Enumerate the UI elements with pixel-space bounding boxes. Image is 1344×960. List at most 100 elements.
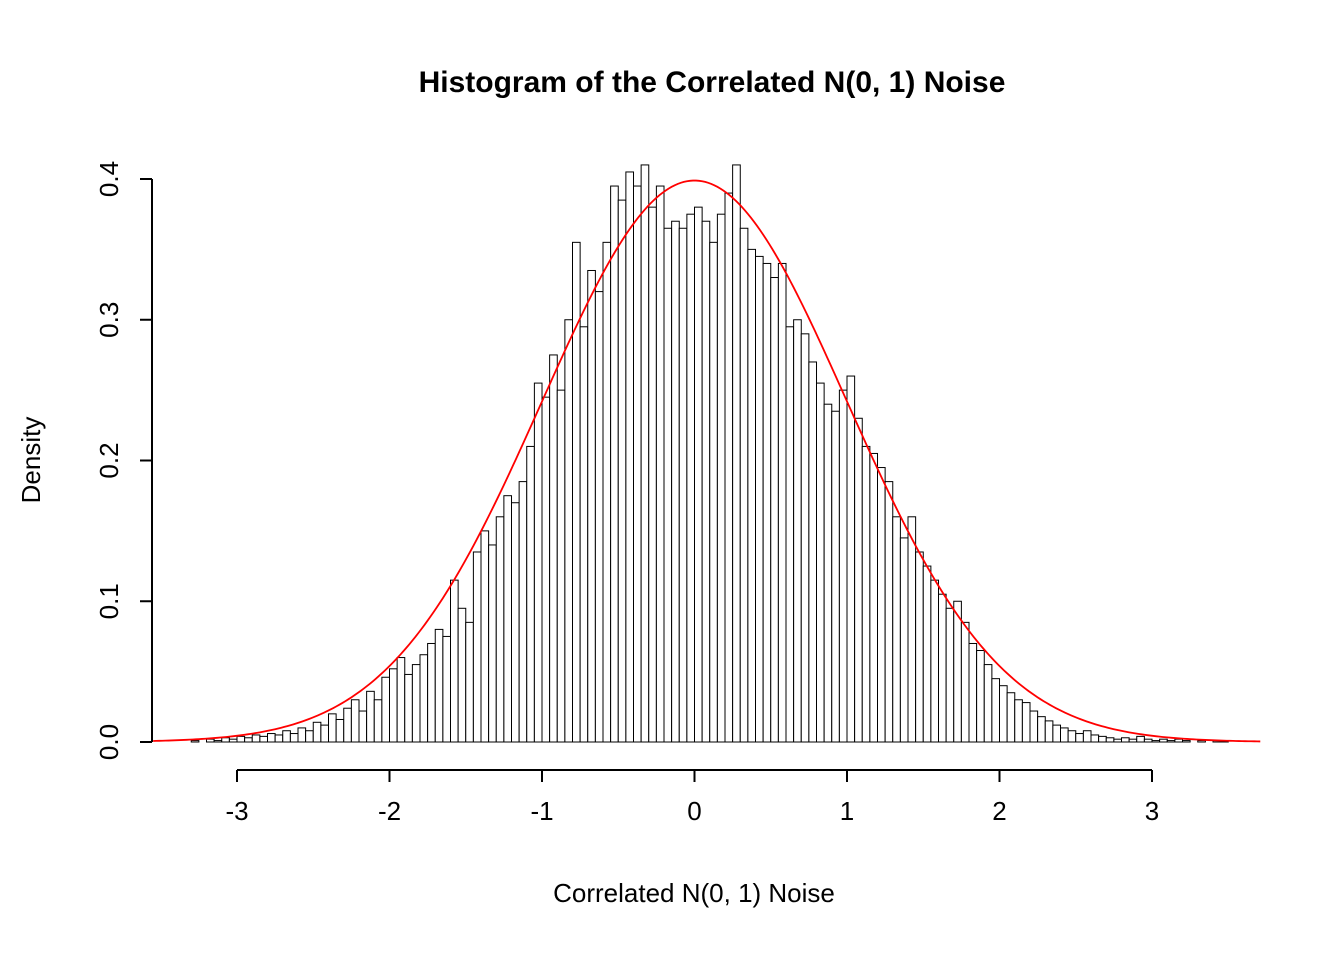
histogram-bar: [488, 544, 497, 743]
histogram-bar: [282, 730, 291, 743]
histogram-bar: [777, 262, 787, 743]
histogram-bar: [556, 389, 566, 743]
histogram-bar: [1090, 734, 1100, 743]
histogram-bar: [838, 389, 848, 743]
histogram-bar: [983, 664, 993, 743]
histogram-bar: [1098, 735, 1107, 743]
histogram-bar: [274, 734, 284, 743]
histogram-bar: [1029, 710, 1039, 743]
histogram-bar: [930, 579, 940, 743]
histogram-bar: [938, 593, 947, 743]
histogram-bar: [732, 164, 741, 743]
histogram-bars: [190, 164, 1229, 743]
histogram-bar: [335, 718, 345, 743]
histogram-bar: [1182, 740, 1191, 743]
histogram-bar: [915, 551, 924, 743]
histogram-bar: [251, 734, 261, 743]
histogram-bar: [305, 730, 314, 743]
histogram-bar: [846, 375, 856, 743]
histogram-bar: [381, 676, 391, 743]
histogram-bar: [869, 452, 879, 743]
histogram-bar: [960, 621, 970, 743]
histogram-bar: [594, 291, 604, 743]
y-axis: 0.0 0.1 0.2 0.3 0.4: [94, 161, 153, 760]
histogram-bar: [1105, 737, 1115, 743]
histogram-bar: [610, 185, 619, 743]
histogram-bar: [389, 668, 398, 743]
histogram-bar: [228, 738, 238, 743]
histogram-bar: [427, 642, 436, 743]
histogram-bar: [625, 171, 635, 743]
histogram-bar: [1082, 730, 1092, 743]
histogram-bar: [694, 206, 703, 743]
x-tick-label: -1: [530, 796, 553, 826]
histogram-bar: [366, 690, 375, 743]
histogram-bar: [976, 650, 985, 743]
histogram-bar: [808, 361, 818, 743]
histogram-bar: [877, 467, 886, 743]
histogram-bar: [884, 481, 894, 743]
histogram-bar: [709, 241, 718, 743]
histogram-bar: [511, 502, 520, 743]
histogram-bar: [1136, 735, 1145, 743]
histogram-bar: [861, 445, 871, 743]
histogram-bar: [899, 537, 909, 743]
histogram-bar: [259, 735, 269, 743]
histogram-bar: [457, 607, 467, 743]
histogram-bar: [267, 733, 276, 743]
histogram-bar: [633, 185, 642, 743]
histogram-bar: [221, 737, 230, 743]
y-tick-label: 0.1: [94, 583, 124, 619]
histogram-bar: [800, 333, 810, 743]
histogram-bar: [1075, 733, 1084, 743]
histogram-bar: [587, 269, 596, 743]
histogram-bar: [206, 738, 215, 743]
histogram-bar: [648, 206, 657, 743]
histogram-bar: [671, 220, 680, 743]
histogram-bar: [1044, 720, 1054, 743]
histogram-bar: [419, 654, 429, 743]
x-tick-label: 0: [687, 796, 701, 826]
histogram-bar: [518, 481, 528, 743]
y-tick-label: 0.2: [94, 442, 124, 478]
histogram-bar: [640, 164, 650, 743]
histogram-bar: [358, 710, 368, 743]
histogram-bar: [968, 642, 978, 743]
histogram-bar: [373, 699, 383, 743]
histogram-bar: [617, 199, 627, 743]
histogram-bar: [495, 516, 505, 743]
histogram-bar: [991, 678, 1001, 743]
histogram-bar: [1159, 738, 1168, 743]
histogram-bar: [312, 721, 322, 743]
chart-title: Histogram of the Correlated N(0, 1) Nois…: [419, 66, 1006, 99]
histogram-bar: [892, 516, 901, 743]
histogram-bar: [823, 403, 833, 743]
y-tick-label: 0.3: [94, 302, 124, 338]
normal-density-curve: [153, 179, 1261, 743]
histogram-bar: [739, 227, 749, 743]
x-tick-label: 3: [1145, 796, 1159, 826]
histogram-bar: [236, 735, 246, 743]
histogram-bar: [533, 382, 543, 743]
histogram-bar: [442, 635, 452, 743]
histogram-bar: [320, 724, 330, 743]
histogram-bar: [564, 319, 574, 743]
histogram-bar: [686, 213, 696, 743]
histogram-bar: [572, 241, 581, 743]
histogram-bar: [244, 737, 253, 743]
histogram-bar: [1166, 740, 1176, 743]
histogram-bar: [434, 628, 444, 743]
x-tick-label: 2: [992, 796, 1006, 826]
histogram-bar: [1021, 702, 1031, 743]
histogram-bar: [450, 579, 459, 743]
histogram-bar: [480, 530, 490, 743]
histogram-bar: [602, 241, 612, 743]
histogram-bar: [1151, 740, 1161, 743]
y-tick-label: 0.4: [94, 161, 124, 197]
histogram-bar: [907, 516, 917, 743]
x-tick-label: 1: [840, 796, 854, 826]
histogram-bar: [831, 410, 840, 743]
histogram-bar: [1052, 724, 1062, 743]
